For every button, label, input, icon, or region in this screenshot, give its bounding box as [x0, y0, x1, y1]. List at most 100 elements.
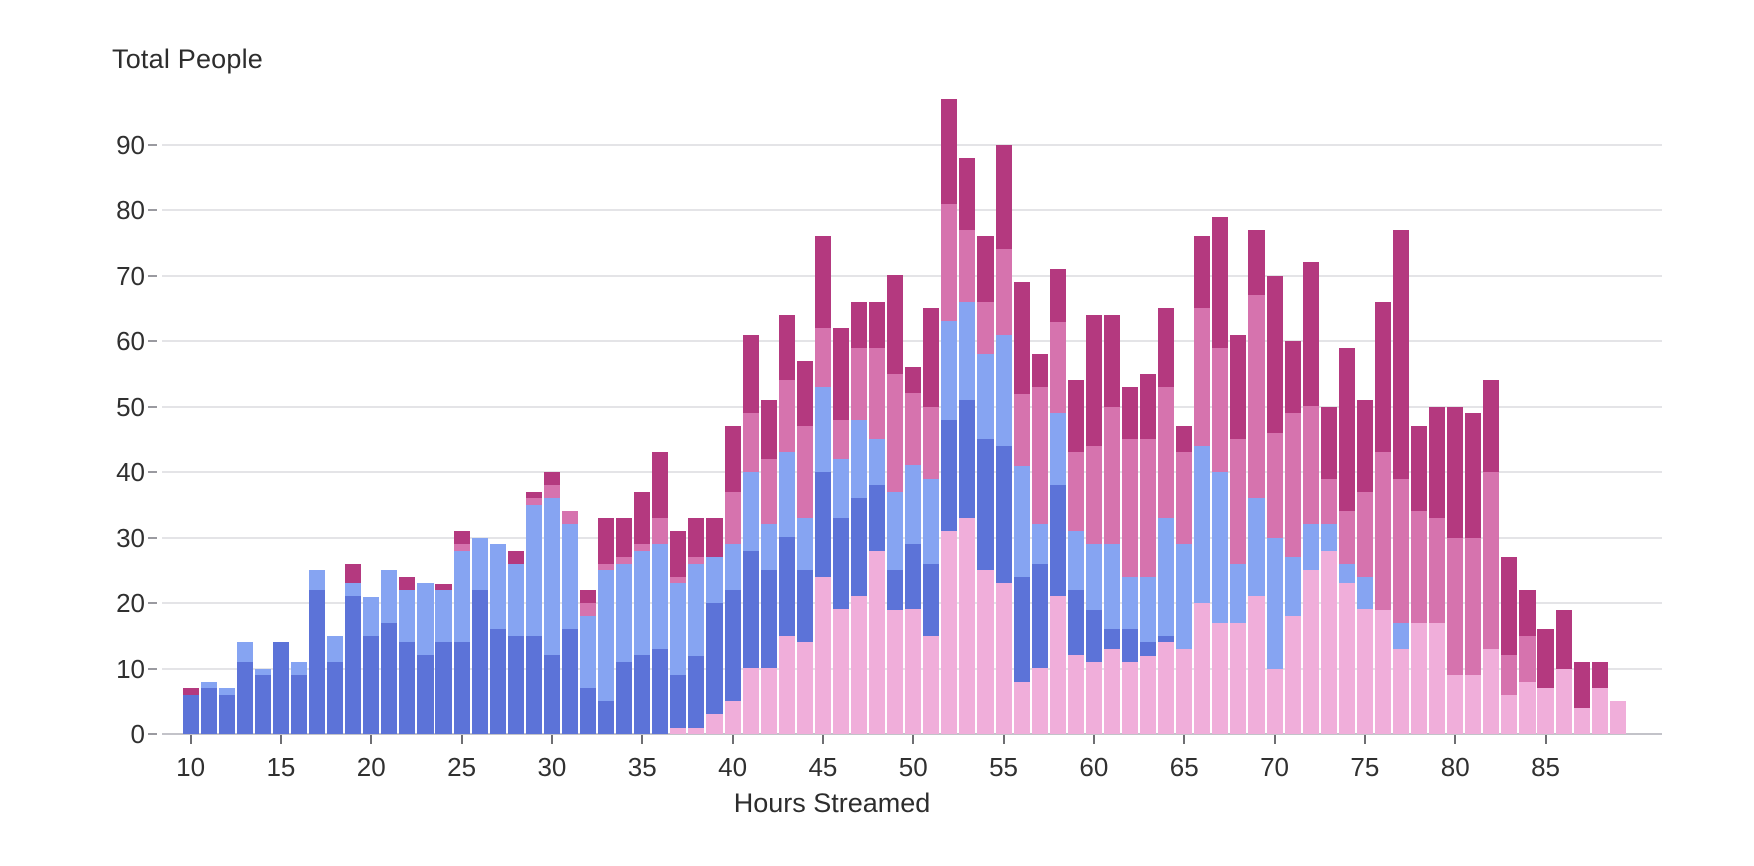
bar-segment-magenta	[1537, 629, 1554, 689]
bar-segment-pale-pink	[760, 668, 777, 734]
bar-segment-cornflower-blue	[1031, 524, 1048, 564]
bar-segment-orchid	[1085, 445, 1102, 545]
bar-segment-orchid	[905, 393, 922, 466]
bar-segment-pale-pink	[724, 701, 741, 734]
bar-segment-cornflower-blue	[598, 570, 615, 702]
bar-segment-royal-blue	[290, 675, 308, 734]
bar-segment-magenta	[1049, 269, 1066, 322]
bar-hour-42	[760, 399, 777, 734]
bar-segment-cornflower-blue	[977, 354, 994, 440]
bar-hour-22	[399, 576, 416, 734]
bar-segment-orchid	[1230, 439, 1247, 564]
bar-segment-royal-blue	[399, 642, 416, 734]
bar-segment-magenta	[832, 327, 850, 420]
y-tick-label: 50	[116, 391, 145, 422]
bar-hour-50	[905, 367, 922, 734]
bar-segment-royal-blue	[182, 694, 199, 734]
bar-segment-cornflower-blue	[236, 642, 253, 662]
bar-segment-magenta	[1429, 406, 1446, 518]
bar-segment-orchid	[1374, 452, 1392, 610]
bar-segment-orchid	[1103, 406, 1121, 545]
bar-segment-royal-blue	[1140, 642, 1157, 656]
bar-segment-cornflower-blue	[1158, 518, 1175, 636]
bar-segment-magenta	[869, 301, 886, 348]
bar-segment-magenta	[1284, 341, 1301, 414]
bar-segment-magenta	[1302, 262, 1319, 407]
bar-segment-magenta	[670, 531, 687, 577]
bar-hour-26	[471, 537, 488, 734]
y-gridline	[162, 340, 1662, 342]
bar-segment-orchid	[814, 328, 831, 387]
bar-segment-cornflower-blue	[1284, 557, 1301, 617]
bar-hour-40	[724, 426, 741, 734]
bar-segment-royal-blue	[345, 596, 362, 734]
bar-hour-12	[218, 688, 235, 734]
bar-segment-magenta	[1411, 426, 1428, 512]
bar-segment-pale-pink	[850, 596, 868, 734]
bar-hour-32	[580, 589, 597, 734]
bar-hour-14	[254, 668, 271, 734]
bar-segment-magenta	[1356, 399, 1373, 492]
bar-segment-orchid	[652, 517, 669, 545]
x-tick-label: 25	[447, 752, 477, 782]
bar-hour-21	[381, 570, 398, 735]
bar-segment-orchid	[634, 544, 651, 551]
bar-segment-orchid	[1447, 537, 1464, 676]
bar-hour-87	[1573, 662, 1590, 734]
bar-segment-cornflower-blue	[507, 563, 524, 636]
bar-segment-pale-pink	[742, 668, 759, 734]
y-tick-mark	[148, 602, 157, 604]
x-tick-mark	[1183, 735, 1186, 744]
bar-hour-61	[1103, 315, 1121, 734]
bar-segment-pale-pink	[1085, 661, 1102, 734]
bar-segment-cornflower-blue	[1392, 622, 1410, 649]
bar-segment-magenta	[399, 576, 416, 590]
x-tick-mark	[370, 735, 373, 744]
x-tick-label: 45	[808, 752, 838, 782]
bar-segment-orchid	[850, 347, 868, 420]
bar-segment-royal-blue	[236, 661, 253, 734]
bar-segment-pale-pink	[869, 550, 886, 734]
bar-segment-cornflower-blue	[489, 544, 506, 630]
bar-segment-pale-pink	[923, 635, 940, 735]
x-tick-label: 40	[718, 752, 748, 782]
bar-hour-70	[1266, 275, 1283, 734]
bar-segment-magenta	[616, 517, 633, 558]
bar-segment-royal-blue	[670, 675, 687, 728]
y-tick-mark	[148, 536, 157, 539]
bar-segment-magenta	[1392, 229, 1410, 479]
bar-hour-75	[1356, 399, 1373, 734]
bar-segment-royal-blue	[435, 642, 452, 735]
bar-segment-magenta	[905, 367, 922, 394]
bar-segment-orchid	[1248, 295, 1265, 499]
bar-segment-cornflower-blue	[995, 334, 1012, 446]
bar-hour-51	[923, 308, 940, 735]
bar-segment-magenta	[1103, 315, 1121, 407]
bar-segment-royal-blue	[381, 622, 398, 735]
bar-segment-royal-blue	[616, 662, 633, 735]
bar-segment-pale-pink	[1158, 642, 1175, 735]
bar-segment-cornflower-blue	[471, 537, 488, 590]
bar-segment-royal-blue	[254, 675, 271, 734]
bar-hour-30	[543, 472, 560, 734]
bar-segment-magenta	[995, 144, 1012, 250]
bar-segment-cornflower-blue	[435, 590, 452, 643]
bar-segment-pale-pink	[1429, 622, 1446, 734]
bar-segment-magenta	[850, 301, 868, 348]
bar-segment-cornflower-blue	[670, 583, 687, 676]
bar-segment-magenta	[1573, 662, 1590, 708]
bar-segment-cornflower-blue	[1266, 537, 1283, 669]
bar-hour-13	[236, 642, 253, 734]
bar-segment-magenta	[977, 236, 994, 302]
x-tick-label: 70	[1260, 752, 1289, 782]
y-tick-label: 30	[116, 522, 145, 553]
bar-segment-magenta	[706, 518, 723, 558]
x-tick-label: 75	[1350, 752, 1380, 782]
bar-segment-magenta	[1158, 308, 1175, 388]
bar-segment-pale-pink	[1049, 596, 1066, 734]
bar-segment-magenta	[507, 550, 524, 564]
bar-segment-cornflower-blue	[832, 458, 850, 518]
bar-segment-magenta	[688, 518, 705, 558]
bar-segment-magenta	[543, 472, 560, 486]
bar-segment-royal-blue	[706, 603, 723, 715]
